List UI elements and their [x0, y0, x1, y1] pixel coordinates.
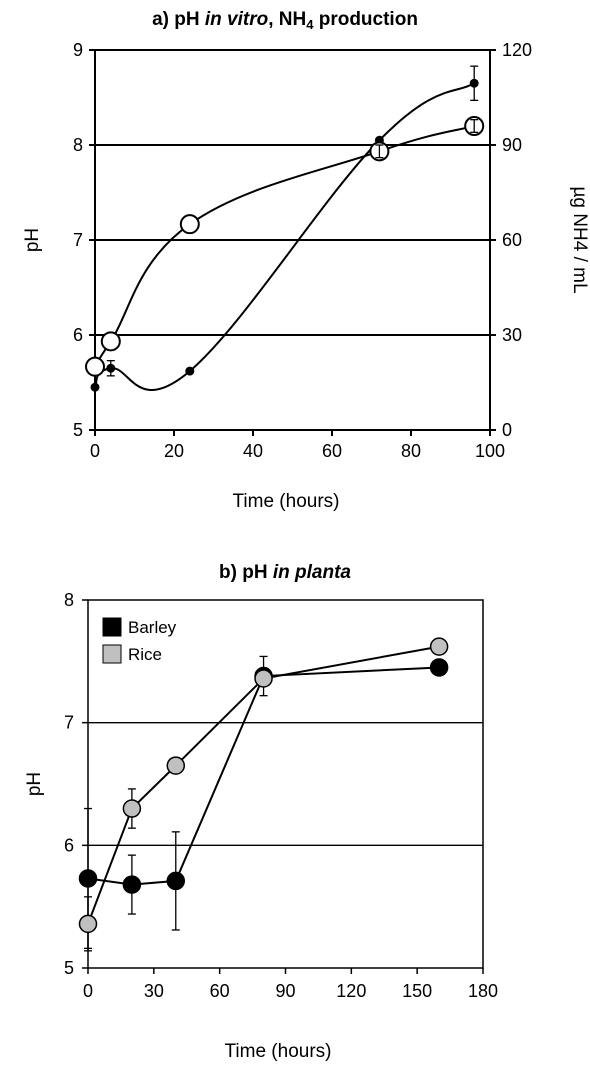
chart-b-gridlines	[88, 722, 483, 846]
y-tick-label: 5	[73, 420, 83, 440]
series-2-error-bar	[375, 144, 384, 159]
barley-point	[429, 658, 449, 677]
rice-legend-swatch	[102, 644, 122, 664]
rice-point	[429, 637, 449, 656]
title-part: a) pH	[152, 9, 205, 30]
barley-point	[122, 875, 142, 894]
x-tick-label: 60	[322, 441, 342, 461]
chart-b: b) pH in planta 0 30 60 90 120 150 180 5 6 7 8 Bar…	[24, 562, 498, 1062]
series-1-point	[185, 366, 195, 376]
title-part: in vitro	[205, 9, 268, 30]
series-1-point	[90, 382, 100, 392]
x-tick-label: 60	[210, 981, 230, 1001]
chart-a-x-axis-label: Time (hours)	[233, 491, 340, 512]
x-tick-label: 90	[275, 981, 295, 1001]
series-2-line	[94, 125, 475, 368]
y2-tick-label: 90	[502, 135, 522, 155]
y-tick-label: 8	[73, 135, 83, 155]
x-tick-label: 0	[90, 441, 100, 461]
chart-b-title: b) pH in planta	[219, 562, 351, 583]
rice-point	[166, 756, 186, 775]
series-1-line	[94, 82, 475, 391]
y2-tick-label: 60	[502, 230, 522, 250]
rice-point	[254, 669, 273, 688]
x-tick-label: 30	[144, 981, 164, 1001]
chart-a-series	[85, 65, 485, 392]
title-part: production	[313, 9, 417, 30]
chart-b-series	[78, 637, 449, 952]
rice-point	[78, 914, 98, 934]
y-tick-label: 9	[73, 40, 83, 60]
chart-a-y2-axis-label: µg NH4 / mL	[569, 186, 590, 293]
barley-line	[87, 666, 440, 886]
chart-a-y-axis-label: pH	[22, 228, 43, 252]
barley-legend-swatch	[102, 617, 122, 637]
chart-b-x-axis-label: Time (hours)	[225, 1041, 332, 1062]
barley-legend-label: Barley	[128, 618, 177, 637]
x-tick-label: 20	[164, 441, 184, 461]
chart-a: a) pH in vitro, NH4 production 0 20 40 60 80…	[22, 9, 590, 512]
barley-point	[166, 871, 186, 891]
series-1-point	[469, 78, 479, 88]
y2-tick-label: 120	[502, 40, 532, 60]
y-tick-label: 6	[73, 325, 83, 345]
x-tick-label: 150	[402, 981, 432, 1001]
y-tick-label: 7	[73, 230, 83, 250]
rice-point	[122, 799, 142, 818]
rice-legend-label: Rice	[128, 645, 162, 664]
title-part: , NH	[268, 9, 306, 30]
y-tick-label: 6	[64, 835, 74, 855]
y-tick-label: 8	[64, 590, 74, 610]
series-2-error-bar	[470, 119, 479, 133]
series-1-point	[106, 363, 116, 373]
title-part: b) pH	[219, 562, 273, 583]
x-tick-label: 100	[475, 441, 505, 461]
chart-b-y-axis-label: pH	[24, 772, 45, 796]
x-tick-label: 120	[336, 981, 366, 1001]
y2-tick-label: 0	[502, 420, 512, 440]
series-2-point	[179, 214, 200, 235]
title-part: in planta	[273, 562, 352, 583]
x-tick-label: 40	[243, 441, 263, 461]
y2-tick-label: 30	[502, 325, 522, 345]
x-tick-label: 80	[401, 441, 421, 461]
chart-b-ticks: 0 30 60 90 120 150 180 5 6 7 8	[64, 590, 498, 1001]
y-tick-label: 7	[64, 713, 74, 733]
series-2-point	[85, 356, 105, 377]
chart-b-legend: Barley Rice	[102, 617, 177, 664]
series-2-point	[100, 331, 121, 352]
title-part: 4	[306, 17, 314, 32]
y-tick-label: 5	[64, 958, 74, 978]
barley-point	[78, 869, 98, 888]
chart-a-gridlines	[95, 144, 490, 336]
x-tick-label: 180	[468, 981, 498, 1001]
x-tick-label: 0	[83, 981, 93, 1001]
chart-a-title: a) pH in vitro, NH4 production	[152, 9, 418, 32]
